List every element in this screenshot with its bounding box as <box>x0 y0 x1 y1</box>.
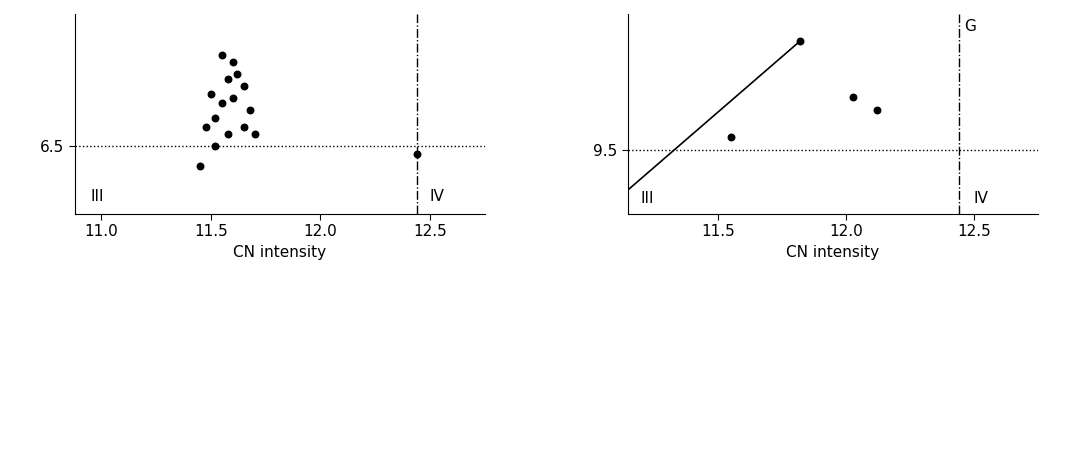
Point <box>207 142 224 150</box>
Text: III: III <box>641 191 655 206</box>
Point <box>207 114 224 122</box>
Text: G: G <box>964 19 976 34</box>
Point <box>213 99 230 107</box>
Point <box>722 133 739 141</box>
Point <box>845 94 862 101</box>
Text: IV: IV <box>974 191 989 206</box>
Point <box>198 124 215 131</box>
Point <box>235 124 253 131</box>
Point <box>229 71 246 78</box>
Point <box>192 162 209 170</box>
Point <box>213 51 230 59</box>
Point <box>219 76 236 83</box>
Point <box>868 106 885 114</box>
X-axis label: CN intensity: CN intensity <box>233 245 326 260</box>
Point <box>242 106 259 114</box>
Point <box>224 95 241 102</box>
Point <box>235 83 253 90</box>
X-axis label: CN intensity: CN intensity <box>786 245 880 260</box>
Point <box>219 131 236 138</box>
Point <box>224 58 241 66</box>
Point <box>408 150 425 157</box>
Text: III: III <box>90 189 104 204</box>
Text: IV: IV <box>430 189 445 204</box>
Point <box>202 90 219 97</box>
Point <box>246 131 263 138</box>
Point <box>791 38 808 45</box>
